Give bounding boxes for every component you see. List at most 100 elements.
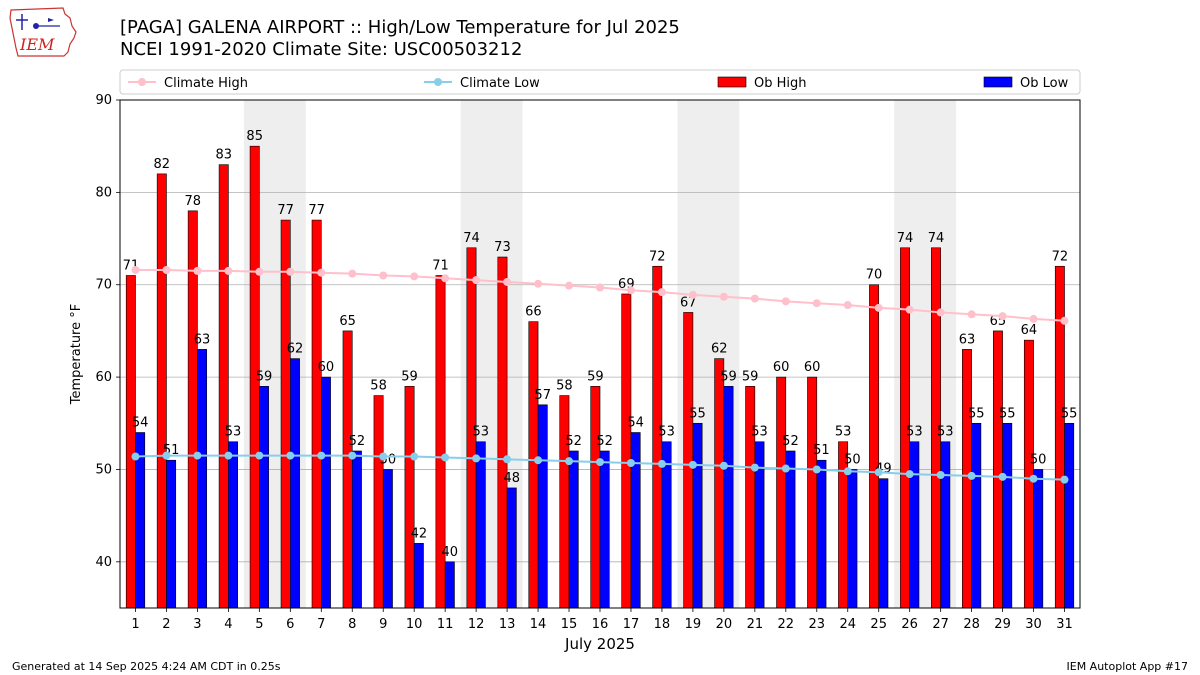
- label-ob-high: 72: [649, 249, 666, 264]
- climate-low-point: [781, 464, 790, 473]
- climate-high-point: [224, 266, 233, 275]
- label-ob-high: 78: [185, 194, 202, 209]
- legend-label: Ob Low: [1020, 76, 1069, 91]
- label-ob-low: 53: [473, 425, 490, 440]
- bar-ob-low: [909, 441, 920, 609]
- label-ob-high: 74: [928, 231, 945, 246]
- bar-ob-low: [444, 561, 455, 609]
- x-tick-label: 3: [193, 617, 201, 632]
- bar-ob-high: [373, 395, 384, 609]
- climate-high-point: [750, 294, 759, 303]
- bar-ob-high: [683, 312, 694, 609]
- bar-ob-high: [621, 293, 632, 609]
- label-ob-high: 59: [587, 369, 604, 384]
- iem-logo: IEM: [9, 7, 77, 57]
- climate-low-point: [193, 451, 202, 460]
- app-footer: IEM Autoplot App #17: [1066, 660, 1189, 673]
- climate-high-point: [905, 305, 914, 314]
- climate-low-point: [348, 451, 357, 460]
- climate-high-point: [657, 288, 666, 297]
- climate-low-point: [565, 457, 574, 466]
- bar-ob-low: [290, 358, 300, 609]
- legend-swatch-marker: [138, 78, 146, 86]
- label-ob-high: 63: [959, 332, 976, 347]
- climate-high-point: [596, 283, 604, 292]
- climate-high-point: [719, 292, 728, 301]
- label-ob-high: 67: [680, 295, 697, 310]
- x-tick-label: 23: [809, 617, 826, 632]
- label-ob-low: 42: [411, 526, 428, 541]
- label-ob-high: 72: [1052, 249, 1069, 264]
- legend-label: Climate Low: [460, 76, 540, 91]
- climate-low-point: [998, 472, 1007, 481]
- label-ob-low: 53: [658, 425, 675, 440]
- climate-low-point: [534, 456, 543, 465]
- y-tick-label: 70: [95, 278, 112, 293]
- y-tick-label: 50: [95, 462, 112, 477]
- climate-high-point: [1029, 314, 1038, 323]
- label-ob-high: 60: [773, 360, 790, 375]
- climate-low-point: [936, 470, 945, 479]
- climate-low-point: [162, 451, 171, 460]
- climate-high-point: [843, 301, 852, 310]
- label-ob-low: 60: [318, 360, 335, 375]
- label-ob-low: 59: [256, 369, 273, 384]
- legend-swatch: [717, 76, 747, 88]
- chart-subtitle: NCEI 1991-2020 Climate Site: USC00503212: [120, 39, 523, 60]
- x-tick-label: 24: [839, 617, 856, 632]
- x-tick-label: 4: [224, 617, 232, 632]
- climate-high-point: [874, 303, 883, 312]
- x-tick-label: 31: [1056, 617, 1073, 632]
- climate-low-point: [472, 454, 481, 463]
- label-ob-low: 53: [225, 425, 242, 440]
- bar-ob-low: [816, 459, 827, 609]
- bar-ob-low: [723, 386, 734, 609]
- climate-low-point: [255, 451, 264, 460]
- climate-high-point: [348, 269, 357, 278]
- bar-ob-low: [1002, 422, 1013, 609]
- label-ob-low: 55: [999, 406, 1016, 421]
- label-ob-high: 60: [804, 360, 821, 375]
- climate-low-point: [874, 468, 883, 477]
- bar-ob-low: [259, 386, 269, 609]
- label-ob-high: 65: [339, 314, 356, 329]
- bar-ob-low: [351, 450, 362, 609]
- climate-high-point: [131, 265, 140, 274]
- label-ob-low: 53: [937, 425, 954, 440]
- label-ob-low: 55: [689, 406, 706, 421]
- bar-ob-high: [311, 219, 322, 609]
- bar-ob-high: [590, 386, 601, 609]
- label-ob-low: 54: [627, 416, 644, 431]
- label-ob-high: 74: [463, 231, 480, 246]
- bar-ob-high: [776, 376, 787, 609]
- climate-high-point: [317, 268, 326, 277]
- x-tick-label: 5: [255, 617, 263, 632]
- x-tick-label: 16: [592, 617, 609, 632]
- bar-ob-high: [125, 275, 136, 609]
- climate-high-point: [936, 308, 945, 317]
- climate-high-point: [688, 290, 697, 299]
- bar-ob-high: [497, 256, 508, 609]
- label-ob-low: 50: [1030, 452, 1047, 467]
- climate-high-point: [472, 276, 481, 285]
- x-tick-label: 30: [1025, 617, 1042, 632]
- label-ob-high: 83: [215, 148, 232, 163]
- bar-ob-high: [404, 386, 415, 609]
- label-ob-high: 53: [835, 425, 852, 440]
- climate-low-point: [503, 455, 512, 464]
- bar-ob-low: [847, 469, 858, 609]
- label-ob-low: 53: [751, 425, 768, 440]
- bar-ob-high: [1023, 339, 1034, 609]
- bar-ob-low: [320, 376, 331, 609]
- x-tick-label: 9: [379, 617, 387, 632]
- climate-low-point: [750, 463, 759, 472]
- label-ob-low: 52: [782, 434, 799, 449]
- bar-ob-low: [166, 459, 177, 609]
- bar-ob-low: [1033, 469, 1044, 609]
- x-tick-label: 15: [561, 617, 578, 632]
- x-tick-label: 18: [654, 617, 671, 632]
- plot-frame: [119, 99, 1081, 609]
- legend-box: [119, 69, 1081, 95]
- bar-ob-low: [878, 478, 889, 609]
- climate-high-point: [626, 286, 635, 295]
